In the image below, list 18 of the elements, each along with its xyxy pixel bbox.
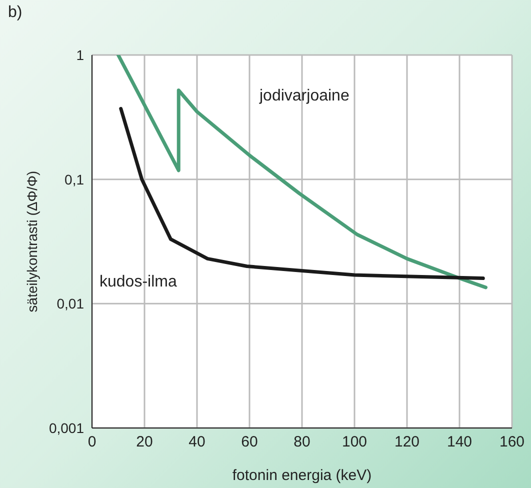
series-label: kudos-ilma: [100, 274, 177, 291]
text: jodivarjoaine: [258, 87, 350, 104]
y-tick-label: 1: [76, 46, 84, 63]
x-axis-title: fotonin energia (keV): [232, 467, 372, 484]
x-tick-label: 100: [342, 434, 368, 451]
x-tick-label: 120: [394, 434, 420, 451]
chart-title: b): [8, 4, 22, 22]
y-tick-label: 0,1: [64, 171, 84, 188]
x-tick-label: 140: [446, 434, 472, 451]
x-tick-label: 80: [294, 434, 310, 451]
x-tick-label: 20: [136, 434, 153, 451]
y-axis-title: säteilykontrasti (ΔΦ/Φ): [24, 170, 40, 312]
y-tick-label: 0,001: [48, 420, 84, 436]
y-tick-label: 0,01: [56, 296, 84, 312]
x-tick-label: 40: [188, 434, 206, 451]
x-tick-label: 160: [499, 434, 525, 451]
x-tick-label: 60: [241, 434, 258, 451]
x-tick-label: 0: [88, 434, 96, 451]
